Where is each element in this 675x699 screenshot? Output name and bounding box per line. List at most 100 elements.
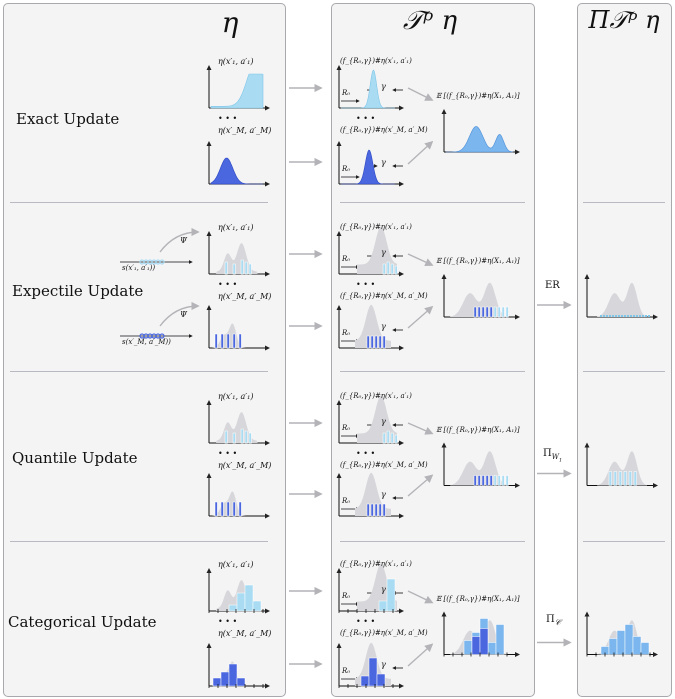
row1-push-bottom-bar-2 — [374, 335, 378, 349]
row3-gamma-label-0: γ — [381, 585, 386, 594]
row3-eta-top-label: η(x′₁, a′₁) — [218, 560, 254, 569]
row1-push-top-bar-3 — [394, 265, 398, 275]
row2-projected-grey — [597, 451, 647, 486]
row1-push-top-label: (f_{R₀,γ})#η(x′₁, a′₁) — [340, 223, 412, 231]
row3-mixture-label: 𝔼 [(f_{R₀,γ})#η(X₁, A₁)] — [436, 594, 520, 603]
row1-psi-label-1: Ψ — [180, 310, 188, 319]
row0-eta-top-density — [210, 73, 264, 109]
row1-eta-top-bar-3 — [244, 261, 248, 275]
row1-eta-bottom-bar-2 — [226, 333, 230, 349]
row2-eta-bottom-label: η(x′_M, a′_M) — [218, 461, 272, 470]
row2-mixture-light-bar-1 — [497, 475, 501, 486]
row0-mixture-label: 𝔼 [(f_{R₀,γ})#η(X₁, A₁)] — [436, 92, 520, 100]
projection-label-er: ER — [545, 280, 560, 291]
arrows-layer — [159, 83, 572, 669]
row2-mixture-dark-bar-4 — [489, 475, 493, 486]
row1-psi-arrow-0 — [159, 227, 200, 253]
row0-push-bottom-density — [341, 149, 395, 185]
row-label-exact: Exact Update — [16, 110, 120, 128]
row3-eta-dots: • • • — [218, 617, 238, 626]
row3-reward-label-1: R₀ — [342, 667, 351, 675]
row1-reward-label-1: R₀ — [342, 329, 351, 337]
row2-eta-top-bar-3 — [244, 430, 248, 444]
row0-eta-bottom-density — [210, 157, 263, 185]
row3-eta-top-bar-1 — [236, 592, 246, 612]
row2-projected-bar-3 — [623, 471, 627, 486]
row1-push-dots: • • • — [356, 280, 376, 289]
row2-mixture-dark-bar-1 — [477, 475, 481, 486]
column-header-projected: Π𝒯ᵖ η — [588, 6, 660, 34]
row2-push-bottom-grey — [355, 472, 391, 516]
row1-mixture-dark-bar-3 — [485, 306, 489, 318]
row2-mixture-label: 𝔼 [(f_{R₀,γ})#η(X₁, A₁)] — [436, 425, 520, 434]
row0-gamma-label-1: γ — [381, 158, 386, 167]
plots-layer — [120, 65, 658, 689]
row2-mixture-dark-bar-2 — [481, 475, 485, 486]
row2-eta-top-bar-0 — [224, 430, 228, 444]
row-label-categorical: Categorical Update — [8, 613, 157, 631]
row-divider-2b — [340, 371, 525, 372]
row3-projected-bar-3 — [624, 624, 634, 655]
row2-push-dots: • • • — [356, 449, 376, 458]
row3-push-top-label: (f_{R₀,γ})#η(x′₁, a′₁) — [340, 560, 412, 568]
row0-arrow-to-mixture-top — [407, 87, 434, 101]
row3-projected-bar-2 — [616, 630, 626, 655]
row2-eta-bottom-bar-3 — [232, 501, 236, 517]
column-header-eta: η — [221, 6, 239, 39]
row2-projected-bar-2 — [618, 471, 622, 486]
row2-projected-bar-4 — [628, 471, 632, 486]
row3-mixture-dark-bar-0 — [471, 636, 481, 655]
row2-gamma-label-0: γ — [381, 417, 386, 426]
row2-arrow-to-mixture-bottom — [407, 474, 434, 497]
row3-mixture-light-bar-4 — [495, 624, 505, 655]
row1-mixture-grey — [450, 282, 507, 317]
row1-projected-grey — [597, 282, 647, 317]
row1-eta-bottom-bar-0 — [214, 333, 218, 349]
row2-projected-bar-5 — [633, 471, 637, 486]
row2-eta-bottom-bar-2 — [226, 501, 230, 517]
projection-label-wasserstein: ΠW1 — [543, 448, 563, 464]
row2-reward-label-1: R₀ — [342, 497, 351, 505]
row3-eta-bottom-label: η(x′_M, a′_M) — [218, 629, 272, 638]
row1-gamma-label-1: γ — [381, 322, 386, 331]
row1-mixture-light-bar-0 — [493, 306, 497, 318]
row1-push-bottom-label: (f_{R₀,γ})#η(x′_M, a′_M) — [340, 292, 428, 300]
row1-push-top-bar-1 — [386, 261, 390, 275]
row0-gamma-label-0: γ — [381, 82, 386, 91]
row2-gamma-label-1: γ — [381, 490, 386, 499]
row2-push-top-bar-3 — [394, 434, 398, 444]
row-divider-1b — [340, 202, 525, 203]
row3-projected-bar-4 — [632, 636, 642, 655]
row0-mixture-density — [446, 126, 514, 153]
row1-mixture-dark-bar-0 — [473, 306, 477, 318]
row2-mixture-dark-bar-3 — [485, 475, 489, 486]
row1-eta-top-bar-2 — [240, 259, 244, 275]
row0-arrow-to-mixture-bottom — [407, 140, 434, 165]
row2-eta-top-bar-2 — [240, 428, 244, 444]
row2-eta-bottom-bar-4 — [238, 501, 242, 517]
row1-push-bottom-bar-4 — [382, 335, 386, 349]
row1-psi-label-0: Ψ — [180, 236, 188, 245]
row2-eta-top-label: η(x′₁, a′₁) — [218, 392, 254, 401]
row1-stat-label-0: s(x′₁, a′₁)) — [122, 264, 156, 272]
row-divider-2c — [583, 371, 665, 372]
row2-push-bottom-bar-3 — [378, 503, 382, 517]
row3-gamma-label-1: γ — [381, 660, 386, 669]
row3-push-bottom-bar-2 — [376, 673, 386, 687]
row3-eta-bottom-bar-3 — [236, 677, 246, 687]
row2-push-bottom-bar-0 — [366, 503, 370, 517]
row1-eta-bottom-label: η(x′_M, a′_M) — [218, 292, 272, 301]
row3-eta-top-bar-2 — [244, 584, 254, 612]
row2-eta-bottom-bar-0 — [214, 501, 218, 517]
row1-eta-top-bar-4 — [248, 263, 252, 275]
row1-eta-dots: • • • — [218, 280, 238, 289]
row0-push-bottom-label: (f_{R₀,γ})#η(x′_M, a′_M) — [340, 126, 428, 134]
row1-gamma-label-0: γ — [381, 248, 386, 257]
row2-eta-top-grey — [213, 412, 259, 443]
row2-arrow-to-mixture-top — [407, 422, 434, 435]
row3-projected-bar-1 — [608, 638, 618, 655]
row1-mixture-dark-bar-4 — [489, 306, 493, 318]
row-divider-3b — [340, 541, 525, 542]
row1-arrow-to-mixture-bottom — [407, 305, 434, 329]
